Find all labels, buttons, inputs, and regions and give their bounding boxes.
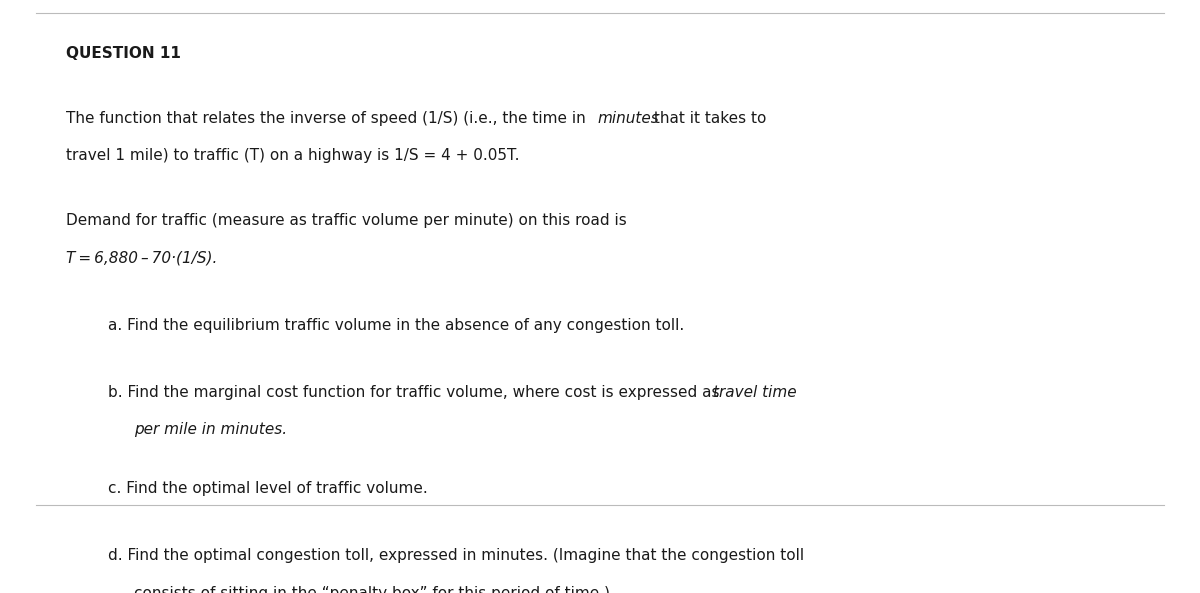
Text: travel time: travel time <box>713 384 797 400</box>
Text: a. Find the equilibrium traffic volume in the absence of any congestion toll.: a. Find the equilibrium traffic volume i… <box>108 317 684 333</box>
Text: b. Find the marginal cost function for traffic volume, where cost is expressed a: b. Find the marginal cost function for t… <box>108 384 725 400</box>
Text: Demand for traffic (measure as traffic volume per minute) on this road is: Demand for traffic (measure as traffic v… <box>66 213 626 228</box>
Text: consists of sitting in the “penalty box” for this period of time.): consists of sitting in the “penalty box”… <box>134 586 611 593</box>
Text: that it takes to: that it takes to <box>649 111 767 126</box>
Text: per mile in minutes.: per mile in minutes. <box>134 422 288 437</box>
Text: c. Find the optimal level of traffic volume.: c. Find the optimal level of traffic vol… <box>108 482 427 496</box>
Text: minutes: minutes <box>598 111 659 126</box>
Text: The function that relates the inverse of speed (1/S) (i.e., the time in: The function that relates the inverse of… <box>66 111 590 126</box>
Text: d. Find the optimal congestion toll, expressed in minutes. (Imagine that the con: d. Find the optimal congestion toll, exp… <box>108 549 804 563</box>
Text: travel 1 mile) to traffic (T) on a highway is 1/S = 4 + 0.05T.: travel 1 mile) to traffic (T) on a highw… <box>66 148 520 164</box>
Text: QUESTION 11: QUESTION 11 <box>66 46 181 62</box>
Text: T = 6,880 – 70·(1/S).: T = 6,880 – 70·(1/S). <box>66 250 217 266</box>
